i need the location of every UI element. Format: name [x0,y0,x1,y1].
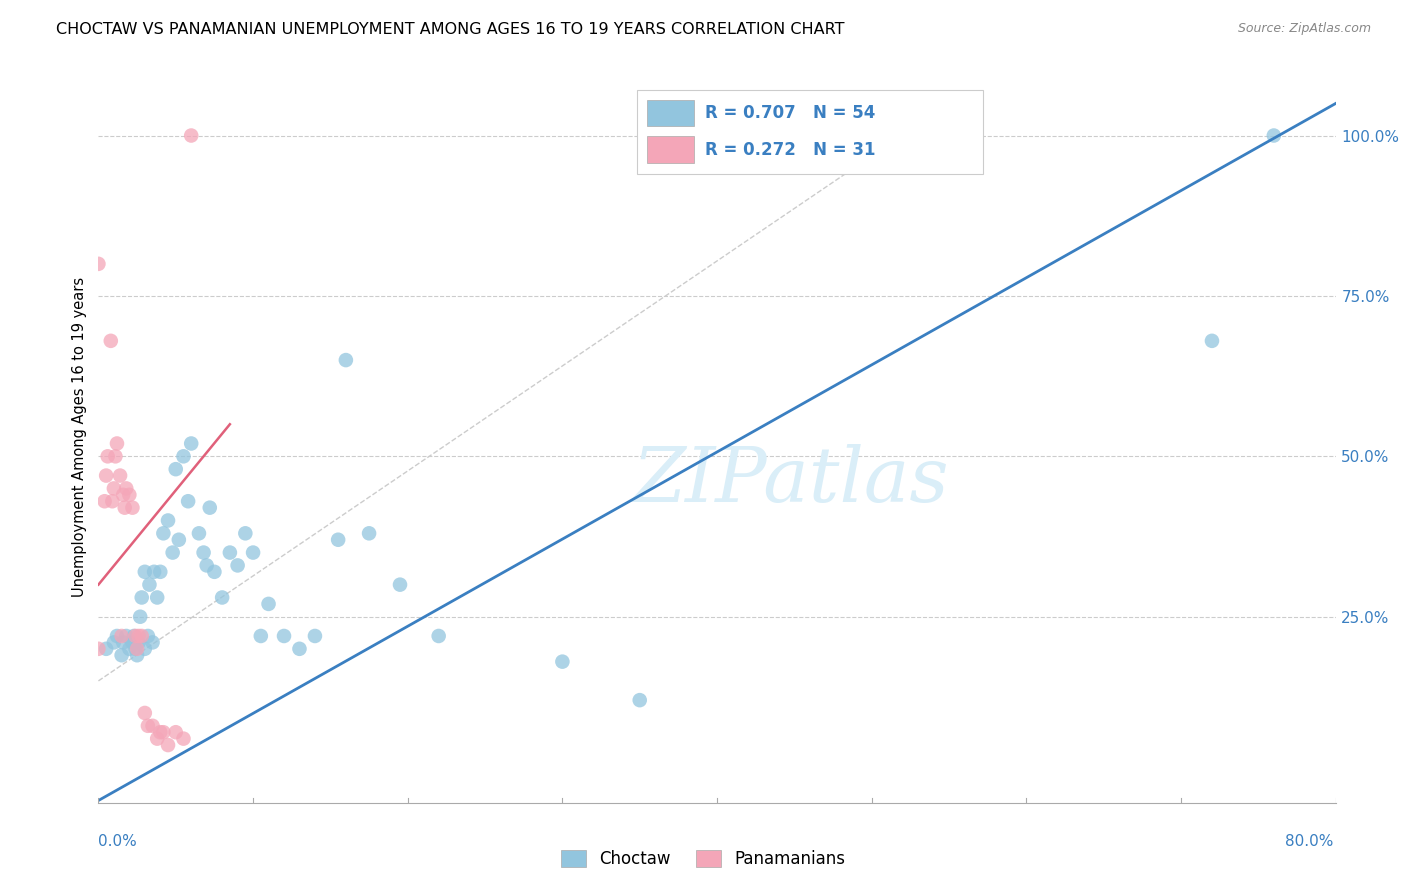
Text: R = 0.272   N = 31: R = 0.272 N = 31 [704,141,875,159]
Text: Source: ZipAtlas.com: Source: ZipAtlas.com [1237,22,1371,36]
Point [105,629,128,643]
Point [124,641,146,656]
Point [118,488,141,502]
Point [242,545,264,559]
Point [112,635,135,649]
Point [162,545,184,559]
Point [105,436,128,450]
Point [219,545,242,559]
Text: CHOCTAW VS PANAMANIAN UNEMPLOYMENT AMONG AGES 16 TO 19 YEARS CORRELATION CHART: CHOCTAW VS PANAMANIAN UNEMPLOYMENT AMONG… [56,22,845,37]
Point [273,629,295,643]
Point [157,514,180,528]
Point [388,577,412,591]
Point [427,629,450,643]
Point [152,725,174,739]
Point [146,731,169,746]
Point [112,488,135,502]
Point [131,591,153,605]
Point [87,641,110,656]
Point [326,533,350,547]
Point [114,500,136,515]
Point [193,545,215,559]
Point [124,629,146,643]
Point [257,597,280,611]
Point [180,436,202,450]
Point [103,635,125,649]
Point [250,629,273,643]
Point [127,641,149,656]
Point [96,641,118,656]
Point [1201,334,1223,348]
Point [108,468,131,483]
Point [87,257,110,271]
Point [152,526,174,541]
Point [103,482,125,496]
Point [142,719,165,733]
Point [149,565,172,579]
Point [134,641,156,656]
Legend: Choctaw, Panamanians: Choctaw, Panamanians [554,843,852,875]
Point [111,648,134,663]
Point [188,526,211,541]
Point [143,565,166,579]
Point [138,577,160,591]
Point [115,482,138,496]
Text: 0.0%: 0.0% [98,834,138,849]
Point [129,609,152,624]
Y-axis label: Unemployment Among Ages 16 to 19 years: Unemployment Among Ages 16 to 19 years [72,277,87,597]
Point [180,128,202,143]
Point [211,591,233,605]
Point [101,494,124,508]
Point [165,725,187,739]
Point [96,468,118,483]
Point [128,635,150,649]
Point [628,693,651,707]
Text: R = 0.707   N = 54: R = 0.707 N = 54 [704,104,875,122]
Point [93,494,115,508]
Point [146,591,169,605]
Point [115,629,138,643]
Point [551,655,574,669]
Point [127,648,149,663]
Point [226,558,249,573]
FancyBboxPatch shape [647,100,693,127]
Point [100,334,122,348]
Point [97,450,120,464]
Point [128,629,150,643]
Point [204,565,226,579]
Point [288,641,311,656]
Point [122,629,145,643]
Point [335,353,357,368]
Point [134,565,156,579]
Point [111,629,134,643]
Point [357,526,380,541]
Point [149,725,172,739]
Point [136,629,159,643]
Point [131,629,153,643]
Point [165,462,187,476]
Point [235,526,257,541]
Point [142,635,165,649]
Text: ZIPatlas: ZIPatlas [633,444,949,518]
Point [304,629,326,643]
Point [134,706,156,720]
Point [1263,128,1285,143]
Point [136,719,159,733]
Point [121,500,143,515]
Point [118,641,141,656]
Point [195,558,218,573]
FancyBboxPatch shape [637,90,983,174]
Point [173,731,195,746]
Point [157,738,180,752]
Point [167,533,190,547]
Point [177,494,200,508]
Text: 80.0%: 80.0% [1285,834,1333,849]
Point [121,635,143,649]
FancyBboxPatch shape [647,136,693,162]
Point [104,450,127,464]
Point [198,500,221,515]
Point [173,450,195,464]
